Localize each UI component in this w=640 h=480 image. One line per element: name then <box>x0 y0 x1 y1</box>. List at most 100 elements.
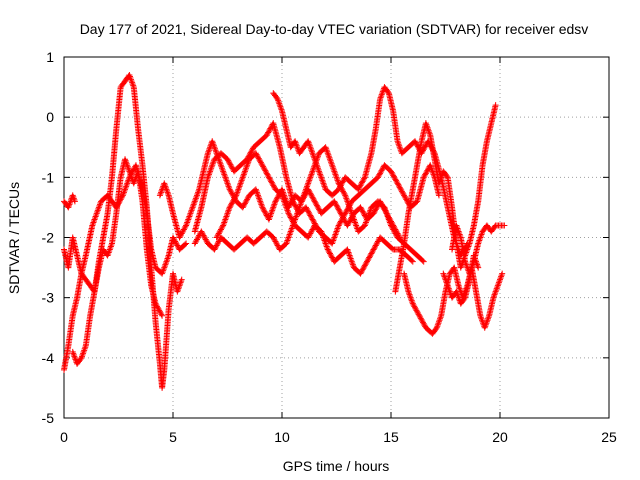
y-tick-label: -5 <box>42 410 55 426</box>
x-tick-label: 10 <box>274 429 290 445</box>
y-tick-label: 1 <box>46 49 54 65</box>
data-point <box>335 206 342 213</box>
data-point <box>309 194 316 201</box>
data-point <box>180 226 187 233</box>
data-point <box>314 203 321 210</box>
data-point <box>183 240 190 247</box>
data-point <box>228 190 235 197</box>
data-point <box>310 195 317 202</box>
data-point <box>260 205 267 212</box>
data-point <box>347 217 354 224</box>
data-point <box>331 198 338 205</box>
data-point <box>244 195 251 202</box>
data-point <box>492 102 499 109</box>
data-point <box>259 204 266 211</box>
data-point <box>372 206 379 213</box>
data-point <box>359 208 366 215</box>
x-axis-label: GPS time / hours <box>283 458 390 474</box>
data-point <box>179 229 186 236</box>
data-point <box>173 241 180 248</box>
x-tick-label: 25 <box>601 429 617 445</box>
data-point <box>373 205 380 212</box>
data-point <box>307 190 314 197</box>
x-tick-label: 15 <box>383 429 399 445</box>
data-point <box>182 223 189 230</box>
data-point <box>358 207 365 214</box>
data-point <box>345 221 352 228</box>
data-point <box>358 205 365 212</box>
sat-track-6 <box>191 120 442 247</box>
data-point <box>170 234 176 241</box>
data-point <box>228 189 235 196</box>
data-point <box>156 308 163 315</box>
data-point <box>130 166 137 173</box>
data-point <box>312 199 319 206</box>
data-point <box>227 187 234 194</box>
x-tick-label: 20 <box>492 429 508 445</box>
data-point <box>316 206 323 213</box>
data-point <box>181 225 188 232</box>
data-point <box>226 186 233 193</box>
data-point <box>345 219 352 226</box>
y-tick-label: 0 <box>46 109 54 125</box>
data-point <box>315 205 322 212</box>
data-point <box>435 192 442 199</box>
y-tick-label: -1 <box>42 169 55 185</box>
data-point <box>357 204 364 211</box>
x-tick-label: 0 <box>60 429 68 445</box>
data-point <box>313 201 320 208</box>
data-point <box>262 209 269 216</box>
data-point <box>174 242 181 249</box>
data-point <box>178 276 185 283</box>
data-point <box>261 208 268 215</box>
data-point <box>241 200 248 207</box>
x-tick-label: 5 <box>169 429 177 445</box>
data-point <box>241 201 248 208</box>
data-point <box>159 312 166 319</box>
data-point <box>177 231 184 238</box>
y-tick-label: -4 <box>42 350 55 366</box>
data-point <box>71 198 78 205</box>
plot-frame <box>63 56 610 419</box>
data-point <box>172 239 179 246</box>
sat-track-2 <box>61 162 190 277</box>
data-point <box>501 222 508 229</box>
data-point <box>344 222 351 229</box>
data-point <box>119 193 126 200</box>
data-point <box>360 209 367 216</box>
chart-title: Day 177 of 2021, Sidereal Day-to-day VTE… <box>80 21 589 37</box>
data-point <box>263 211 270 218</box>
data-point <box>308 193 315 200</box>
data-point <box>273 197 280 204</box>
data-point <box>181 241 188 248</box>
data-point <box>243 197 250 204</box>
y-tick-label: -2 <box>42 230 55 246</box>
data-point <box>177 233 184 240</box>
data-points <box>61 72 508 391</box>
data-point <box>180 227 187 234</box>
data-point <box>272 198 279 205</box>
sat-track-1 <box>61 192 78 211</box>
sat-track-4 <box>69 72 185 391</box>
data-point <box>239 204 246 211</box>
data-point <box>346 218 353 225</box>
data-point <box>310 197 317 204</box>
data-point <box>176 234 183 241</box>
data-point <box>332 201 339 208</box>
data-point <box>334 205 341 212</box>
data-point <box>313 202 320 209</box>
y-axis-label: SDTVAR / TECUs <box>6 182 22 294</box>
data-point <box>361 212 368 219</box>
data-point <box>178 230 185 237</box>
data-point <box>170 235 177 242</box>
data-point <box>336 207 343 214</box>
data-point <box>244 196 251 203</box>
data-point <box>172 238 179 245</box>
data-point <box>157 310 164 317</box>
data-point <box>273 195 280 202</box>
data-point <box>332 199 339 206</box>
data-point <box>260 207 267 214</box>
y-tick-label: -3 <box>42 290 55 306</box>
